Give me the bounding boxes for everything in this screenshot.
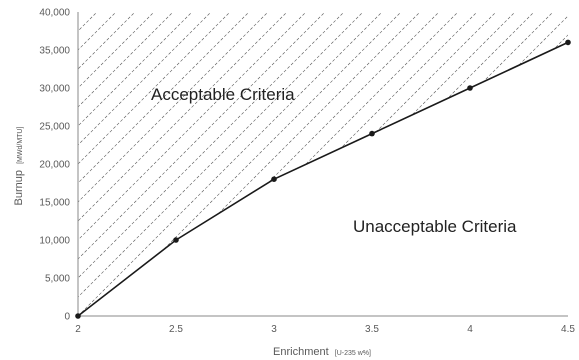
hatch-line-25 xyxy=(248,12,554,316)
hatch-line-18 xyxy=(115,12,421,316)
data-point xyxy=(565,39,571,46)
hatch-line-32 xyxy=(381,12,568,316)
hatch-line-26 xyxy=(267,12,568,316)
hatch-line-6 xyxy=(78,12,193,316)
hatch-line-36 xyxy=(457,12,568,316)
hatch-line-15 xyxy=(78,12,364,316)
y-tick-label: 25,000 xyxy=(39,122,70,133)
hatch-line-8 xyxy=(78,12,231,316)
data-point xyxy=(173,237,179,243)
hatch-line-38 xyxy=(495,12,568,316)
x-tick-label: 3.5 xyxy=(365,324,379,335)
y-tick-label: 5,000 xyxy=(45,274,70,285)
y-tick-label: 15,000 xyxy=(39,198,70,209)
axes xyxy=(77,12,568,317)
x-tick-label: 2 xyxy=(75,324,81,335)
hatch-line-17 xyxy=(96,12,402,316)
hatch-line-41 xyxy=(552,12,568,316)
x-tick-label: 4 xyxy=(467,324,473,335)
hatch-line-7 xyxy=(78,12,212,316)
x-axis-label: Enrichment xyxy=(273,346,329,358)
hatch-line-30 xyxy=(343,12,568,316)
data-point xyxy=(369,130,375,137)
x-axis-title: Enrichment [U-235 w%] xyxy=(273,346,371,358)
hatch-line-24 xyxy=(229,12,535,316)
hatch-line-14 xyxy=(78,12,345,316)
x-tick-label: 2.5 xyxy=(169,324,183,335)
y-tick-label: 0 xyxy=(64,312,70,323)
y-tick-label: 30,000 xyxy=(39,84,70,95)
hatch-line-23 xyxy=(210,12,516,316)
y-axis-label: Burnup xyxy=(13,170,25,205)
hatch-line-42 xyxy=(572,12,579,316)
y-tick-label: 10,000 xyxy=(39,236,70,247)
tick-labels: 0 5,000 10,000 15,000 20,000 25,000 30,000 35,0… xyxy=(39,8,575,336)
hatch-line-34 xyxy=(419,12,568,316)
hatch-line-29 xyxy=(324,12,568,316)
y-tick-label: 35,000 xyxy=(39,46,70,57)
y-tick-label: 20,000 xyxy=(39,160,70,171)
hatch-line-37 xyxy=(476,12,568,316)
hatch-line-28 xyxy=(305,12,568,316)
hatch-line-9 xyxy=(78,12,250,316)
hatch-line-35 xyxy=(438,12,568,316)
series xyxy=(75,39,571,319)
hatch-line-19 xyxy=(134,12,440,316)
hatch-line-16 xyxy=(78,12,383,316)
y-tick-label: 40,000 xyxy=(39,8,70,19)
hatch-line-39 xyxy=(514,12,568,316)
annotation-acceptable: Acceptable Criteria xyxy=(151,85,295,104)
hatch-line-22 xyxy=(191,12,497,316)
data-point xyxy=(75,313,81,319)
acceptable-region-hatch xyxy=(78,12,579,316)
data-point xyxy=(271,176,277,182)
x-tick-label: 4.5 xyxy=(561,324,575,335)
annotation-unacceptable: Unacceptable Criteria xyxy=(353,217,517,236)
hatch-line-33 xyxy=(400,12,568,316)
hatch-line-5 xyxy=(78,12,174,316)
series-line xyxy=(77,41,569,317)
y-axis-unit: [MWd/MTU] xyxy=(17,127,24,164)
hatch-line-21 xyxy=(172,12,478,316)
hatch-line-40 xyxy=(533,12,568,316)
y-axis-title: Burnup [MWd/MTU] xyxy=(13,127,25,206)
data-point xyxy=(467,85,473,91)
hatch-line-31 xyxy=(362,12,568,316)
x-tick-label: 3 xyxy=(271,324,277,335)
x-axis-unit: [U-235 w%] xyxy=(335,350,371,357)
